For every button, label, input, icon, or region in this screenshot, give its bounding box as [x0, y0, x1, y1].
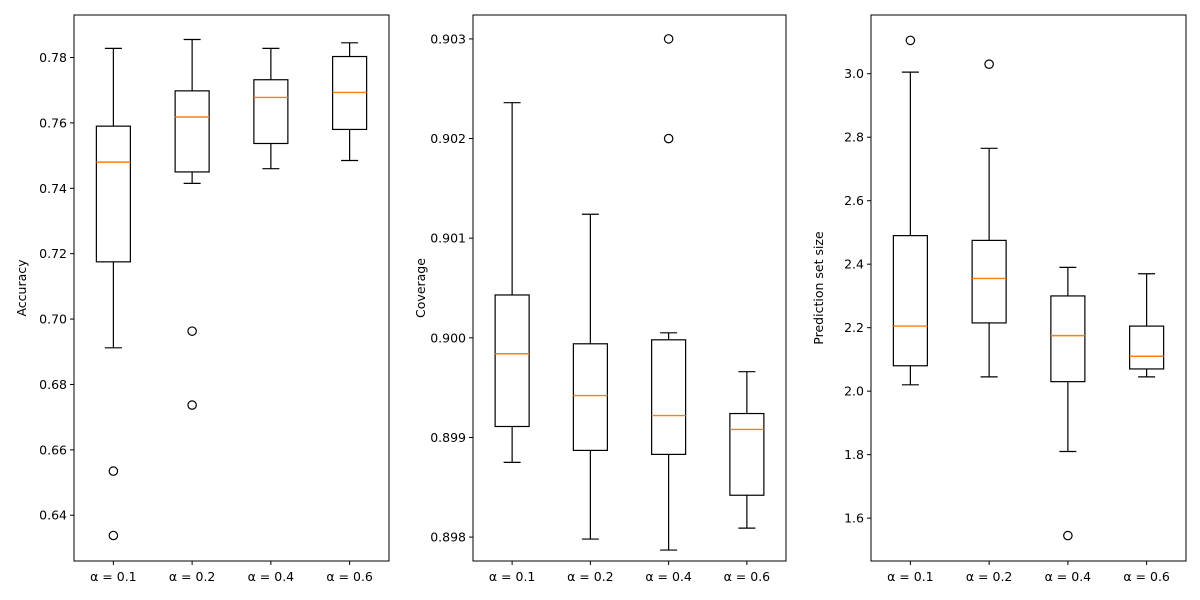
- x-tick-label: α = 0.4: [1045, 569, 1092, 584]
- y-tick-label: 1.8: [844, 447, 864, 462]
- y-tick-label: 0.64: [39, 508, 67, 523]
- y-tick-label: 0.900: [430, 330, 466, 345]
- x-tick-label: α = 0.1: [489, 569, 536, 584]
- iqr-box: [1050, 295, 1086, 383]
- y-axis-title: Accuracy: [14, 259, 29, 317]
- x-tick-label: α = 0.2: [169, 569, 216, 584]
- box-3: [253, 47, 289, 170]
- coverage-panel: 0.898 0.899 0.900 0.901 0.902 0.903 α = 0.1 α =…: [413, 14, 787, 584]
- outlier-point: [663, 133, 674, 144]
- box-4: [1129, 273, 1165, 378]
- outlier-point: [663, 34, 674, 44]
- prediction-set-size-axes-frame: [870, 14, 1187, 562]
- x-tick-label: α = 0.6: [724, 569, 771, 584]
- coverage-axes-frame: [472, 14, 787, 562]
- accuracy-axes-frame: [73, 14, 390, 562]
- iqr-box: [1129, 325, 1165, 370]
- y-tick-label: 0.78: [39, 50, 67, 65]
- outlier-point: [187, 326, 197, 336]
- iqr-box: [971, 239, 1007, 324]
- box-1: [494, 102, 530, 463]
- outlier-point: [905, 35, 916, 46]
- iqr-box: [95, 125, 131, 263]
- y-tick-label: 0.68: [39, 377, 67, 392]
- x-tick-label: α = 0.4: [645, 569, 692, 584]
- y-tick-label: 0.74: [39, 181, 67, 196]
- x-tick-label: α = 0.6: [326, 569, 373, 584]
- outlier-point: [108, 530, 119, 541]
- y-tick-label: 2.4: [844, 257, 864, 272]
- y-tick-label: 0.76: [39, 115, 67, 130]
- y-tick-label: 0.903: [430, 31, 466, 46]
- y-tick-label: 3.0: [844, 66, 864, 81]
- box-4: [332, 42, 368, 162]
- box-2: [572, 213, 608, 540]
- y-tick-label: 2.8: [844, 130, 864, 145]
- box-3: [651, 34, 687, 551]
- y-axis-title: Coverage: [413, 258, 428, 318]
- y-tick-label: 2.0: [844, 384, 864, 399]
- outlier-point: [984, 59, 994, 70]
- iqr-box: [494, 294, 530, 428]
- accuracy-panel: 0.64 0.66 0.68 0.70 0.72 0.74 0.76 0.78 α = 0.1 α…: [14, 14, 390, 584]
- iqr-box: [572, 343, 608, 452]
- y-tick-label: 1.6: [844, 511, 864, 526]
- y-tick-label: 0.901: [430, 231, 466, 246]
- iqr-box: [651, 339, 687, 455]
- x-tick-label: α = 0.1: [90, 569, 137, 584]
- x-tick-label: α = 0.6: [1123, 569, 1170, 584]
- prediction-set-size-panel: 1.6 1.8 2.0 2.2 2.4 2.6 2.8 3.0 α = 0.1 α = 0.2 α …: [811, 14, 1187, 584]
- y-tick-label: 0.70: [39, 312, 67, 327]
- x-tick-label: α = 0.4: [248, 569, 295, 584]
- y-tick-label: 2.6: [844, 193, 864, 208]
- y-tick-label: 0.899: [430, 430, 466, 445]
- x-tick-label: α = 0.1: [887, 569, 934, 584]
- y-tick-label: 0.902: [430, 131, 466, 146]
- outlier-point: [187, 400, 197, 410]
- box-2: [971, 59, 1007, 378]
- y-tick-label: 0.72: [39, 246, 67, 261]
- outlier-point: [1063, 530, 1073, 541]
- x-tick-label: α = 0.2: [966, 569, 1013, 584]
- box-1: [892, 35, 928, 386]
- box-4: [729, 371, 765, 529]
- iqr-box: [174, 90, 210, 173]
- x-tick-label: α = 0.2: [567, 569, 614, 584]
- iqr-box: [253, 79, 289, 145]
- box-3: [1050, 266, 1086, 541]
- iqr-box: [892, 235, 928, 367]
- y-tick-label: 0.66: [39, 442, 67, 457]
- y-tick-label: 0.898: [430, 530, 466, 545]
- y-axis-title: Prediction set size: [811, 231, 826, 345]
- box-2: [174, 38, 210, 410]
- y-tick-label: 2.2: [844, 320, 864, 335]
- outlier-point: [108, 466, 119, 476]
- iqr-box: [729, 412, 765, 496]
- box-1: [95, 47, 131, 541]
